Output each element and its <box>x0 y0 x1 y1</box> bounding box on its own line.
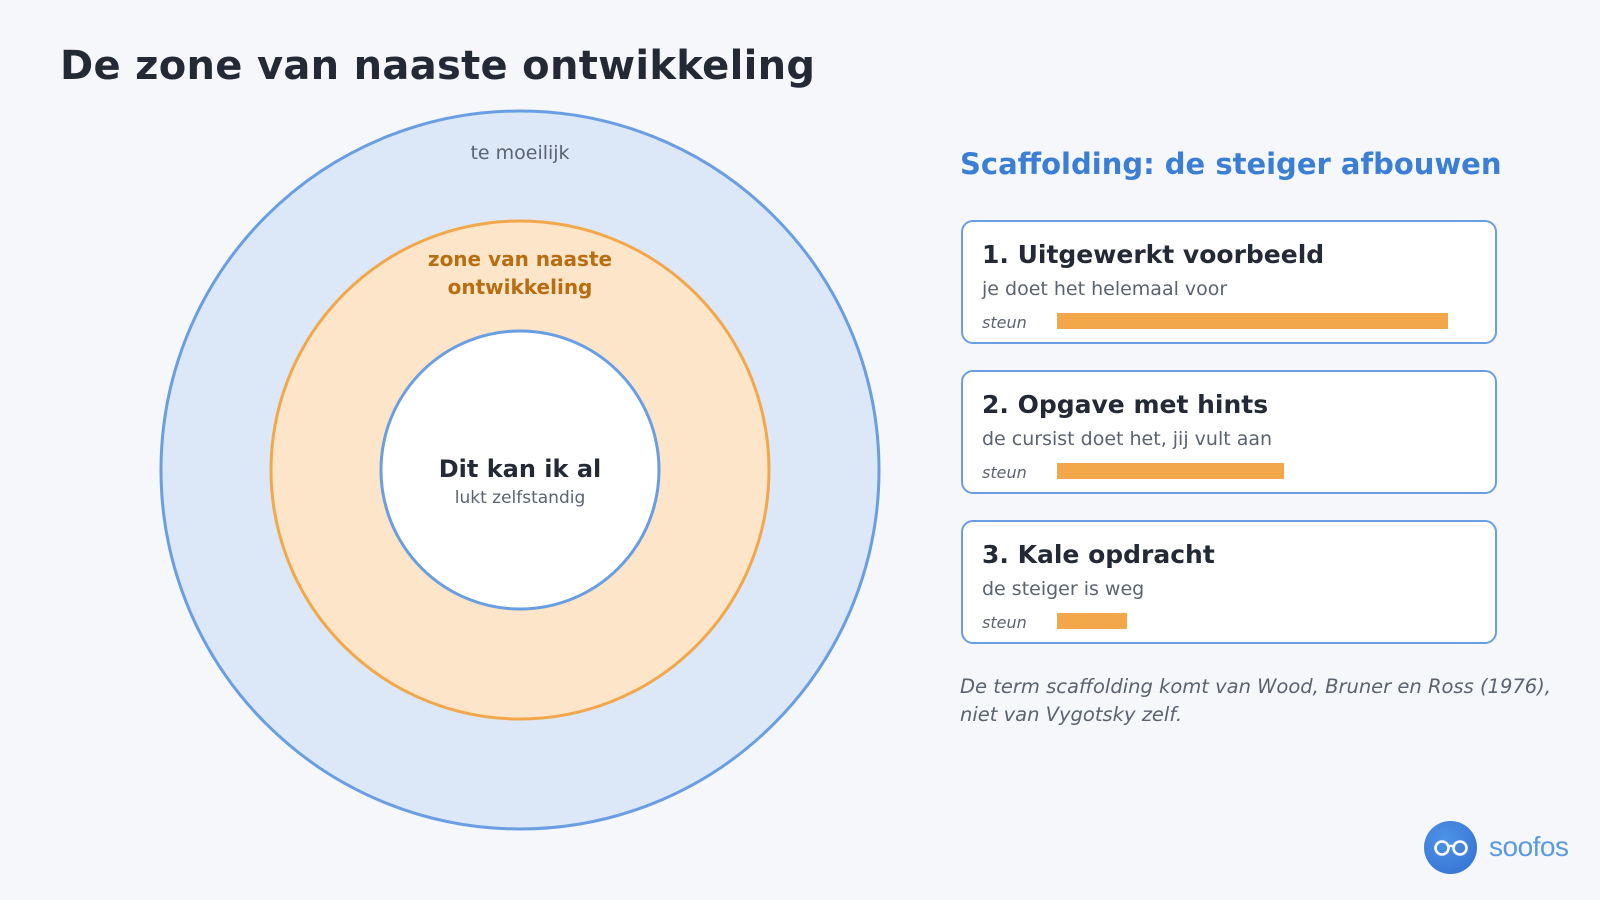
step-description: de cursist doet het, jij vult aan <box>982 428 1273 450</box>
inner-subtitle: lukt zelfstandig <box>455 488 586 508</box>
support-label: steun <box>982 313 1027 332</box>
step-card: 3. Kale opdracht de steiger is weg steun <box>961 520 1497 644</box>
zpd-diagram: te moeilijk zone van naaste ontwikkeling… <box>159 109 881 831</box>
inner-circle-can-do <box>379 329 661 611</box>
step-title: 2. Opgave met hints <box>982 390 1269 419</box>
step-card: 2. Opgave met hints de cursist doet het,… <box>961 370 1497 494</box>
scaffolding-title: Scaffolding: de steiger afbouwen <box>960 147 1502 181</box>
glasses-icon <box>1424 820 1477 874</box>
support-bar <box>1057 313 1448 329</box>
support-bar-fill <box>1057 313 1448 329</box>
outer-label: te moeilijk <box>470 142 569 164</box>
step-description: je doet het helemaal voor <box>982 278 1228 300</box>
step-card: 1. Uitgewerkt voorbeeld je doet het hele… <box>961 220 1497 344</box>
inner-title: Dit kan ik al <box>439 455 602 483</box>
step-title: 1. Uitgewerkt voorbeeld <box>982 240 1325 269</box>
logo-text: soofos <box>1489 831 1569 862</box>
middle-label-line1: zone van naaste <box>428 247 612 271</box>
step-title: 3. Kale opdracht <box>982 540 1215 569</box>
support-bar <box>1057 463 1448 479</box>
support-label: steun <box>982 463 1027 482</box>
source-note: De term scaffolding komt van Wood, Brune… <box>960 675 1551 726</box>
page-title: De zone van naaste ontwikkeling <box>60 43 816 89</box>
support-bar <box>1057 613 1448 629</box>
middle-label-line2: ontwikkeling <box>448 275 593 299</box>
support-bar-fill <box>1057 463 1284 479</box>
soofos-logo: soofos <box>1424 820 1569 874</box>
support-label: steun <box>982 613 1027 632</box>
step-description: de steiger is weg <box>982 578 1145 600</box>
support-bar-fill <box>1057 613 1128 629</box>
